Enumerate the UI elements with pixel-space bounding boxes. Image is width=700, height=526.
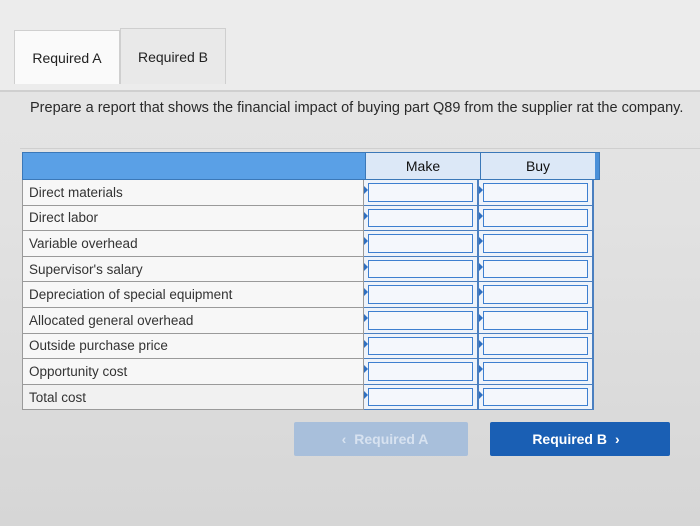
buy-input[interactable] <box>483 310 588 330</box>
table-header-row: Make Buy <box>22 152 600 180</box>
make-input[interactable] <box>368 208 473 228</box>
next-required-b-button[interactable]: Required B › <box>490 422 670 456</box>
buy-input[interactable] <box>483 362 588 381</box>
make-input-cell[interactable] <box>364 307 479 334</box>
make-input-cell[interactable] <box>364 180 479 206</box>
row-label: Direct labor <box>22 205 364 232</box>
buy-total-input[interactable] <box>483 387 588 407</box>
chevron-left-icon: ‹ <box>341 431 347 447</box>
table-row-total: Total cost <box>22 384 600 411</box>
table-row: Variable overhead <box>22 231 600 257</box>
buy-input[interactable] <box>483 285 588 304</box>
tab-required-b[interactable]: Required B <box>120 28 226 84</box>
buy-input[interactable] <box>483 208 588 228</box>
row-label: Allocated general overhead <box>22 307 364 334</box>
buy-input-cell[interactable] <box>479 205 594 232</box>
column-header-make: Make <box>365 153 480 179</box>
table-row: Opportunity cost <box>22 359 600 385</box>
row-label: Depreciation of special equipment <box>22 282 364 308</box>
tab-required-b-label: Required B <box>137 48 209 65</box>
cost-table: Make Buy Direct materials Direct labor V… <box>22 152 600 411</box>
row-label: Outside purchase price <box>22 333 364 360</box>
make-input[interactable] <box>368 259 473 279</box>
make-input[interactable] <box>368 183 473 202</box>
tab-required-a[interactable]: Required A <box>14 30 120 84</box>
make-input-cell[interactable] <box>364 205 479 232</box>
content-area: Prepare a report that shows the financia… <box>0 90 700 526</box>
buy-input-cell[interactable] <box>479 180 594 206</box>
buy-input[interactable] <box>483 183 588 202</box>
next-button-label: Required B <box>532 431 607 447</box>
make-input[interactable] <box>368 362 473 381</box>
make-input-cell[interactable] <box>364 359 479 385</box>
tab-strip: Required A Required B <box>0 0 700 92</box>
buy-total-cell[interactable] <box>479 384 594 411</box>
prev-button-label: Required A <box>354 431 429 447</box>
make-input-cell[interactable] <box>364 282 479 308</box>
row-label: Direct materials <box>22 180 364 206</box>
row-label: Supervisor's salary <box>22 256 364 283</box>
make-total-input[interactable] <box>368 387 473 407</box>
header-label-cell <box>23 153 365 179</box>
table-row: Depreciation of special equipment <box>22 282 600 308</box>
table-row: Direct materials <box>22 180 600 206</box>
make-input[interactable] <box>368 234 473 253</box>
buy-input-cell[interactable] <box>479 256 594 283</box>
buy-input-cell[interactable] <box>479 282 594 308</box>
divider <box>20 148 700 149</box>
prev-required-a-button[interactable]: ‹ Required A <box>294 422 468 456</box>
table-row: Supervisor's salary <box>22 256 600 283</box>
buy-input[interactable] <box>483 259 588 279</box>
make-input[interactable] <box>368 336 473 356</box>
buy-input[interactable] <box>483 336 588 356</box>
buy-input-cell[interactable] <box>479 333 594 360</box>
instruction-text: Prepare a report that shows the financia… <box>30 100 684 116</box>
make-input[interactable] <box>368 310 473 330</box>
row-label: Opportunity cost <box>22 359 364 385</box>
chevron-right-icon: › <box>615 431 620 447</box>
buy-input[interactable] <box>483 234 588 253</box>
row-label-total: Total cost <box>22 384 364 411</box>
make-input-cell[interactable] <box>364 333 479 360</box>
make-input-cell[interactable] <box>364 256 479 283</box>
row-label: Variable overhead <box>22 231 364 257</box>
table-row: Allocated general overhead <box>22 307 600 334</box>
buy-input-cell[interactable] <box>479 359 594 385</box>
buy-input-cell[interactable] <box>479 231 594 257</box>
tab-required-a-label: Required A <box>32 49 102 66</box>
table-row: Outside purchase price <box>22 333 600 360</box>
buy-input-cell[interactable] <box>479 307 594 334</box>
table-row: Direct labor <box>22 205 600 232</box>
make-input-cell[interactable] <box>364 231 479 257</box>
make-total-cell[interactable] <box>364 384 479 411</box>
column-header-buy: Buy <box>480 153 595 179</box>
make-input[interactable] <box>368 285 473 304</box>
